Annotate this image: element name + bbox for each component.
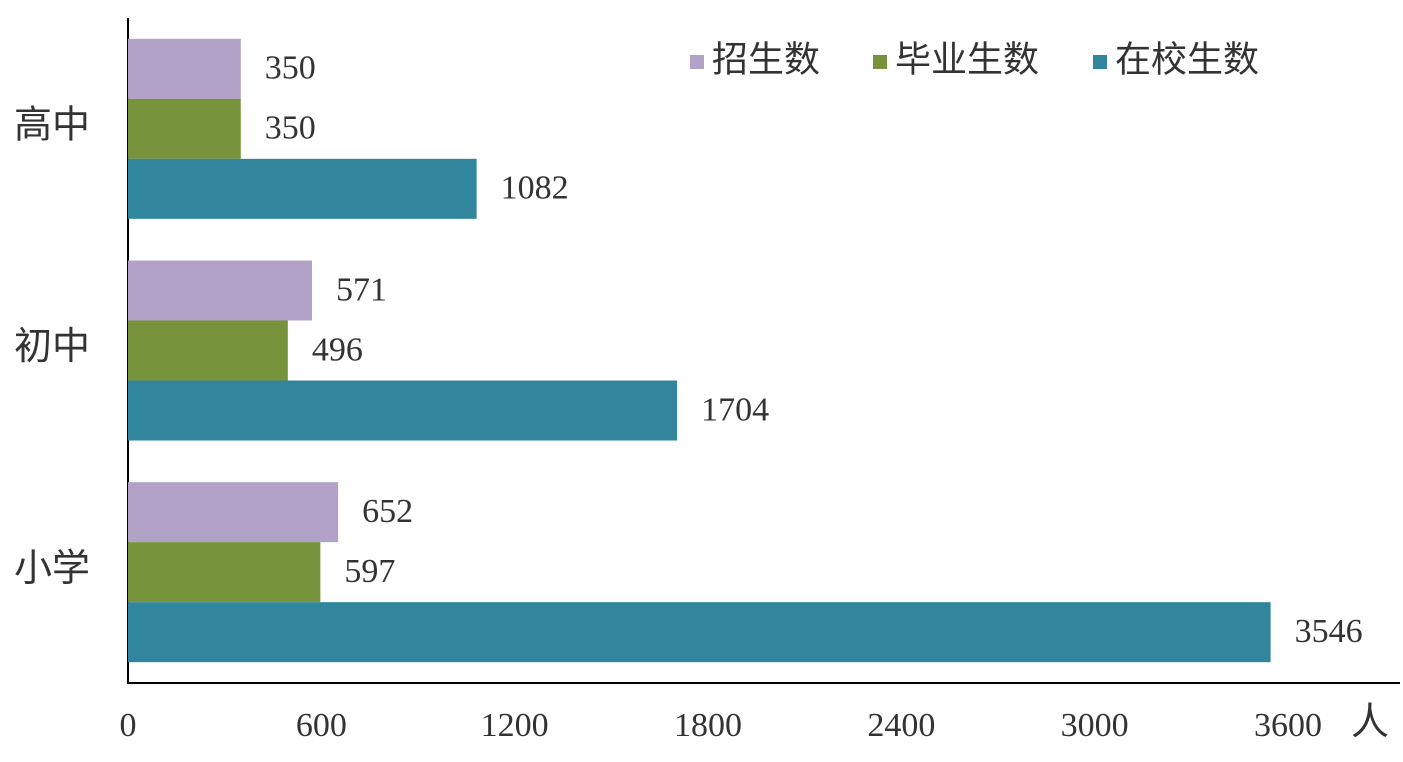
x-tick-label: 600 [296, 707, 347, 744]
x-tick-label: 1800 [674, 707, 742, 744]
x-tick-label: 1200 [481, 707, 549, 744]
bar [128, 482, 339, 543]
data-label: 597 [344, 553, 395, 590]
legend-label: 在校生数 [1115, 39, 1259, 79]
bar [128, 98, 241, 159]
bar [128, 380, 678, 441]
x-tick-label: 2400 [867, 707, 935, 744]
x-tick-label: 3000 [1061, 707, 1129, 744]
data-label: 496 [312, 331, 363, 368]
data-label: 652 [362, 493, 413, 530]
data-label: 350 [265, 110, 316, 147]
legend-swatch [1093, 55, 1107, 69]
x-axis-unit: 人 [1351, 702, 1389, 744]
data-label: 3546 [1295, 613, 1363, 650]
data-label: 350 [265, 50, 316, 87]
y-tick-label: 高中 [14, 105, 90, 147]
legend-label: 毕业生数 [895, 39, 1039, 79]
bar [128, 260, 312, 321]
bar [128, 602, 1271, 663]
data-label: 1082 [501, 170, 569, 207]
bar [128, 38, 241, 99]
legend-swatch [690, 55, 704, 69]
y-tick-label: 小学 [14, 548, 90, 590]
data-label: 571 [336, 271, 387, 308]
legend-label: 招生数 [712, 39, 820, 79]
y-tick-label: 初中 [14, 326, 90, 368]
x-tick-label: 3600 [1254, 707, 1322, 744]
x-tick-label: 0 [120, 707, 137, 744]
bar [128, 320, 288, 381]
bar [128, 542, 321, 603]
bar [128, 158, 477, 219]
data-label: 1704 [701, 391, 769, 428]
legend-swatch [873, 55, 887, 69]
